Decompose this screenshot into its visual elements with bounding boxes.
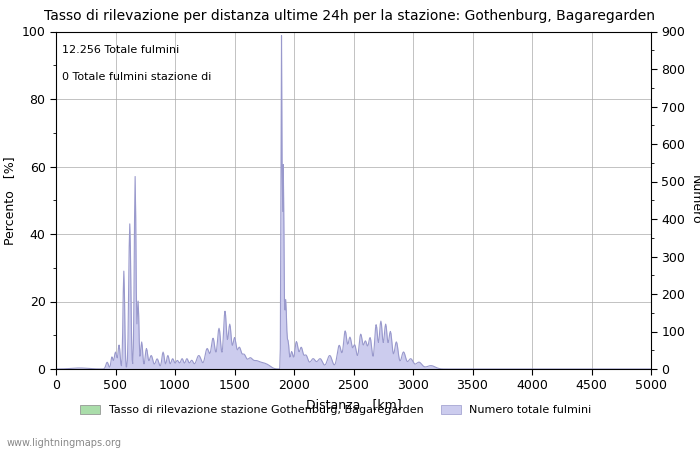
Text: www.lightningmaps.org: www.lightningmaps.org: [7, 438, 122, 448]
Y-axis label: Numero: Numero: [689, 176, 700, 225]
Text: 0 Totale fulmini stazione di: 0 Totale fulmini stazione di: [62, 72, 211, 82]
X-axis label: Distanza   [km]: Distanza [km]: [306, 398, 401, 411]
Text: 12.256 Totale fulmini: 12.256 Totale fulmini: [62, 45, 179, 55]
Text: Tasso di rilevazione per distanza ultime 24h per la stazione: Gothenburg, Bagare: Tasso di rilevazione per distanza ultime…: [45, 9, 655, 23]
Legend: Tasso di rilevazione stazione Gothenburg, Bagaregarden, Numero totale fulmini: Tasso di rilevazione stazione Gothenburg…: [76, 400, 596, 420]
Y-axis label: Percento   [%]: Percento [%]: [4, 156, 16, 244]
